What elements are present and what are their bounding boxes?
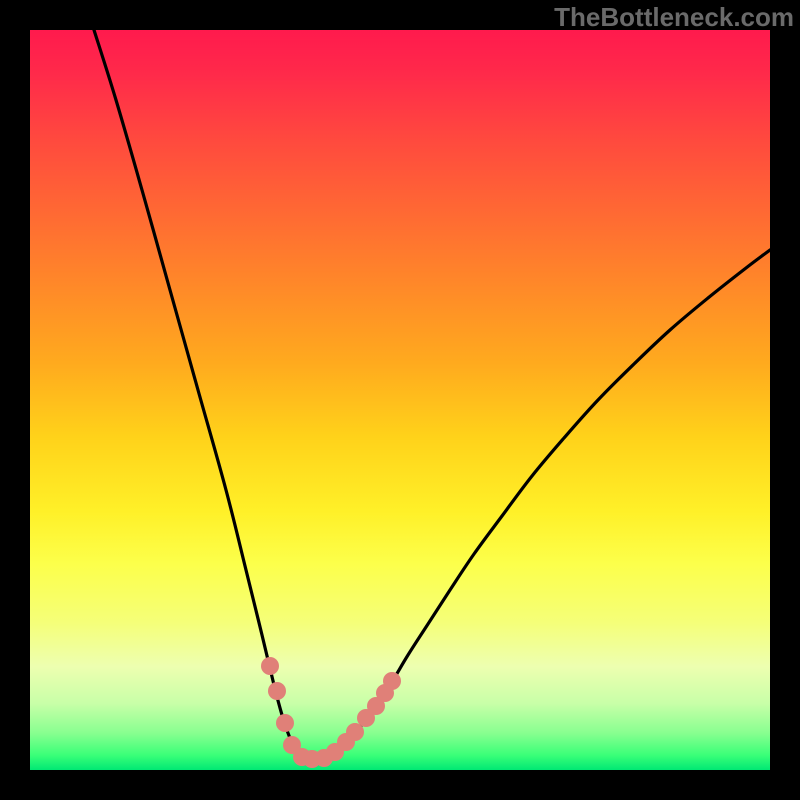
bottleneck-curve-chart [0, 0, 800, 800]
valley-marker [346, 723, 364, 741]
chart-stage: TheBottleneck.com [0, 0, 800, 800]
valley-marker [268, 682, 286, 700]
valley-marker [383, 672, 401, 690]
plot-background [30, 30, 770, 770]
valley-marker [276, 714, 294, 732]
valley-marker [261, 657, 279, 675]
